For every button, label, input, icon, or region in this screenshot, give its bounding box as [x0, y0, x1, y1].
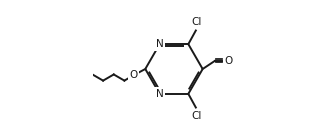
- Text: O: O: [225, 56, 233, 66]
- Text: N: N: [156, 39, 164, 49]
- Text: Cl: Cl: [191, 17, 202, 27]
- Text: O: O: [129, 70, 137, 80]
- Text: N: N: [156, 89, 164, 99]
- Text: Cl: Cl: [191, 111, 202, 121]
